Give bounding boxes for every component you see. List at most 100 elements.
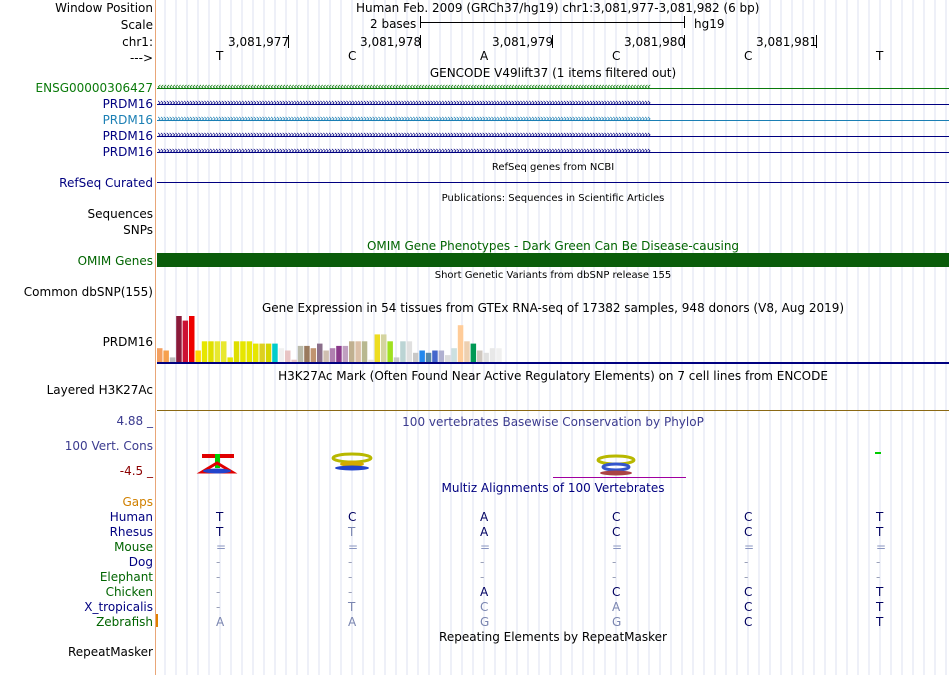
gtex-tissue-bar[interactable] (355, 341, 361, 362)
gtex-tissue-bar[interactable] (221, 341, 227, 362)
gtex-tissue-bar[interactable] (259, 343, 265, 362)
gencode-track-label[interactable]: ENSG00000306427 (35, 81, 153, 95)
omim-label[interactable]: OMIM Genes (77, 254, 153, 268)
gtex-tissue-bar[interactable] (425, 352, 432, 362)
gtex-tissue-bar[interactable] (201, 341, 208, 362)
species-label[interactable]: X_tropicalis (84, 600, 153, 614)
gtex-tissue-bar[interactable] (470, 343, 477, 362)
chrom-label: chr1: (122, 35, 153, 49)
gtex-tissue-bar[interactable] (406, 341, 413, 362)
phylop-title[interactable]: 100 vertebrates Basewise Conservation by… (402, 415, 704, 429)
gtex-tissue-bar[interactable] (157, 348, 163, 362)
gtex-tissue-bar[interactable] (208, 341, 214, 362)
gtex-tissue-bar[interactable] (297, 345, 304, 362)
gtex-tissue-bar[interactable] (253, 343, 259, 362)
gtex-tissue-bar[interactable] (291, 359, 297, 362)
scale-db: hg19 (694, 17, 725, 31)
gtex-tissue-bar[interactable] (489, 348, 496, 362)
strand-arrows: ‹‹‹‹‹‹‹‹‹‹‹‹‹‹‹‹‹‹‹‹‹‹‹‹‹‹‹‹‹‹‹‹‹‹‹‹‹‹‹‹… (157, 80, 651, 93)
omim-title[interactable]: OMIM Gene Phenotypes - Dark Green Can Be… (366, 239, 740, 253)
gtex-tissue-bar[interactable] (169, 357, 176, 362)
species-label[interactable]: Human (109, 510, 153, 524)
gtex-tissue-bar[interactable] (214, 341, 221, 362)
dbsnp-label[interactable]: Common dbSNP(155) (23, 285, 153, 299)
gtex-tissue-bar[interactable] (163, 350, 169, 363)
gtex-tissue-bar[interactable] (233, 341, 240, 362)
gtex-tissue-bar[interactable] (182, 320, 189, 362)
gtex-tissue-bar[interactable] (445, 355, 451, 362)
gencode-track-label[interactable]: PRDM16 (102, 113, 153, 127)
gtex-tissue-bar[interactable] (227, 357, 233, 362)
gtex-tissue-bar[interactable] (336, 345, 342, 362)
gtex-tissue-bar[interactable] (278, 348, 285, 362)
gene-intron-line[interactable] (157, 136, 949, 137)
gtex-tissue-bar[interactable] (189, 316, 195, 362)
species-label[interactable]: Chicken (105, 585, 153, 599)
gtex-tissue-bar[interactable] (246, 341, 253, 362)
gtex-tissue-bar[interactable] (240, 341, 246, 362)
refseq-label[interactable]: RefSeq Curated (59, 176, 153, 190)
species-label[interactable]: Rhesus (109, 525, 153, 539)
gtex-tissue-bar[interactable] (413, 352, 419, 362)
gencode-track-label[interactable]: PRDM16 (102, 145, 153, 159)
refseq-title[interactable]: RefSeq genes from NCBI (491, 162, 615, 173)
aligned-base: T (876, 585, 884, 599)
repeatmasker-title[interactable]: Repeating Elements by RepeatMasker (439, 630, 667, 644)
gtex-tissue-bar[interactable] (195, 350, 201, 363)
gtex-tissue-bar[interactable] (400, 341, 406, 362)
gtex-tissue-bar[interactable] (451, 348, 457, 362)
gtex-tissue-bar[interactable] (342, 345, 349, 362)
gtex-tissue-bar[interactable] (349, 341, 355, 362)
gtex-bar-chart[interactable] (157, 316, 537, 362)
gtex-tissue-bar[interactable] (317, 343, 323, 362)
gtex-tissue-bar[interactable] (496, 348, 502, 362)
refseq-line[interactable] (157, 182, 949, 183)
gtex-tissue-bar[interactable] (265, 343, 272, 362)
gtex-tissue-bar[interactable] (361, 341, 368, 362)
h3k27ac-title[interactable]: H3K27Ac Mark (Often Found Near Active Re… (278, 369, 828, 383)
gtex-tissue-bar[interactable] (387, 341, 393, 362)
publications-title[interactable]: Publications: Sequences in Scientific Ar… (441, 193, 665, 204)
gtex-tissue-bar[interactable] (176, 316, 182, 362)
gtex-tissue-bar[interactable] (304, 345, 310, 362)
gtex-tissue-bar[interactable] (477, 350, 483, 363)
gaps-label[interactable]: Gaps (122, 495, 153, 509)
gencode-track-label[interactable]: PRDM16 (102, 97, 153, 111)
gtex-tissue-bar[interactable] (323, 350, 329, 363)
dbsnp-title[interactable]: Short Genetic Variants from dbSNP releas… (434, 270, 672, 281)
gene-intron-line[interactable] (157, 120, 949, 121)
h3k27ac-label[interactable]: Layered H3K27Ac (46, 383, 153, 397)
gtex-tissue-bar[interactable] (310, 348, 317, 362)
gtex-label[interactable]: PRDM16 (102, 335, 153, 349)
gtex-tissue-bar[interactable] (368, 359, 374, 362)
species-label[interactable]: Elephant (99, 570, 153, 584)
gencode-title[interactable]: GENCODE V49lift37 (1 items filtered out) (429, 66, 677, 80)
gtex-tissue-bar[interactable] (393, 357, 400, 362)
gtex-tissue-bar[interactable] (464, 341, 470, 362)
gtex-tissue-bar[interactable] (457, 325, 464, 362)
species-label[interactable]: Zebrafish (96, 615, 153, 629)
gtex-tissue-bar[interactable] (374, 334, 381, 362)
repeatmasker-label[interactable]: RepeatMasker (67, 645, 153, 659)
gene-intron-line[interactable] (157, 152, 949, 153)
sequences-label[interactable]: Sequences (87, 207, 153, 221)
gtex-tissue-bar[interactable] (272, 343, 278, 362)
gene-intron-line[interactable] (157, 88, 949, 89)
species-label[interactable]: Dog (128, 555, 153, 569)
omim-phenotype-bar[interactable] (157, 253, 949, 267)
gencode-track-label[interactable]: PRDM16 (102, 129, 153, 143)
multiz-title[interactable]: Multiz Alignments of 100 Vertebrates (441, 481, 665, 495)
gene-intron-line[interactable] (157, 104, 949, 105)
snps-label[interactable]: SNPs (123, 223, 153, 237)
gtex-tissue-bar[interactable] (438, 350, 445, 363)
phylop-label[interactable]: 100 Vert. Cons (64, 439, 153, 453)
gtex-tissue-bar[interactable] (419, 350, 425, 363)
gtex-tissue-bar[interactable] (483, 352, 489, 362)
gtex-title[interactable]: Gene Expression in 54 tissues from GTEx … (261, 301, 845, 315)
species-label[interactable]: Mouse (114, 540, 153, 554)
gtex-tissue-bar[interactable] (432, 350, 438, 363)
gtex-tissue-bar[interactable] (285, 350, 291, 363)
gtex-tissue-bar[interactable] (381, 334, 387, 362)
gtex-tissue-bar[interactable] (329, 348, 336, 362)
aligned-base: - (480, 555, 485, 569)
